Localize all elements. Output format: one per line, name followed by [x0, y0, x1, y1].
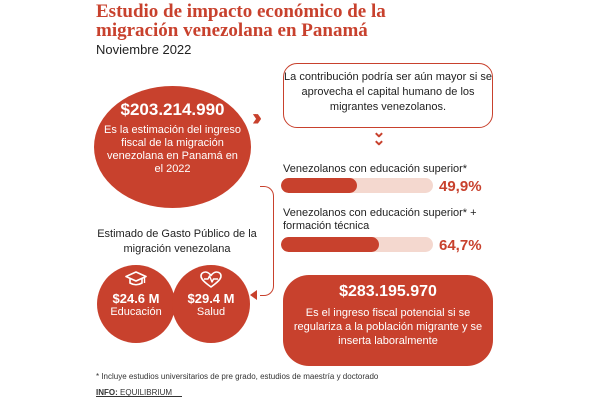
source-label: INFO:	[96, 388, 118, 397]
connector-line	[260, 186, 274, 296]
education-technical-bar-value: 64,7%	[439, 237, 482, 254]
health-spend-circle: $29.4 M Salud	[172, 265, 250, 343]
education-bar-fill	[281, 178, 357, 193]
main-stat-description: Es la estimación del ingreso fiscal de l…	[104, 124, 241, 175]
education-bar-label: Venezolanos con educación superior*	[283, 163, 468, 175]
education-spend-circle: $24.6 M Educación	[97, 265, 175, 343]
source-divider	[96, 396, 182, 397]
page-title: Estudio de impacto económico de la migra…	[96, 1, 386, 41]
source-line: INFO: EQUILIBRIUM	[96, 388, 172, 397]
chevron-right-icon: ››	[252, 104, 262, 131]
potential-income-amount: $283.195.970	[339, 283, 437, 300]
education-technical-bar-label: Venezolanos con educación superior* + fo…	[283, 207, 477, 232]
gasto-title: Estimado de Gasto Público de la migració…	[97, 228, 257, 255]
potential-income-box: $283.195.970 Es el ingreso fiscal potenc…	[283, 275, 493, 366]
source-name: EQUILIBRIUM	[120, 388, 173, 397]
callout-box: La contribución podría ser aún mayor si …	[283, 63, 493, 128]
arrow-left-icon	[250, 290, 257, 300]
education-spend-label: Educación	[110, 306, 162, 318]
health-spend-label: Salud	[196, 306, 226, 318]
potential-income-description: Es el ingreso fiscal potencial si se reg…	[293, 307, 483, 347]
education-bar-track	[281, 178, 433, 193]
footnote: * Incluye estudios universitarios de pre…	[96, 372, 379, 381]
education-bar-value: 49,9%	[439, 178, 482, 195]
education-technical-bar-fill	[281, 237, 380, 252]
page-date: Noviembre 2022	[96, 42, 192, 57]
education-spend-amount: $24.6 M	[112, 291, 160, 306]
education-technical-bar-track	[281, 237, 433, 252]
main-stat-circle: $203.214.990 Es la estimación del ingres…	[94, 86, 251, 208]
graduation-cap-icon	[125, 271, 147, 286]
heart-pulse-icon	[200, 271, 222, 288]
main-stat-amount: $203.214.990	[120, 100, 225, 119]
chevron-down-icon: ⌄ ⌄	[372, 124, 386, 149]
health-spend-amount: $29.4 M	[187, 291, 235, 306]
